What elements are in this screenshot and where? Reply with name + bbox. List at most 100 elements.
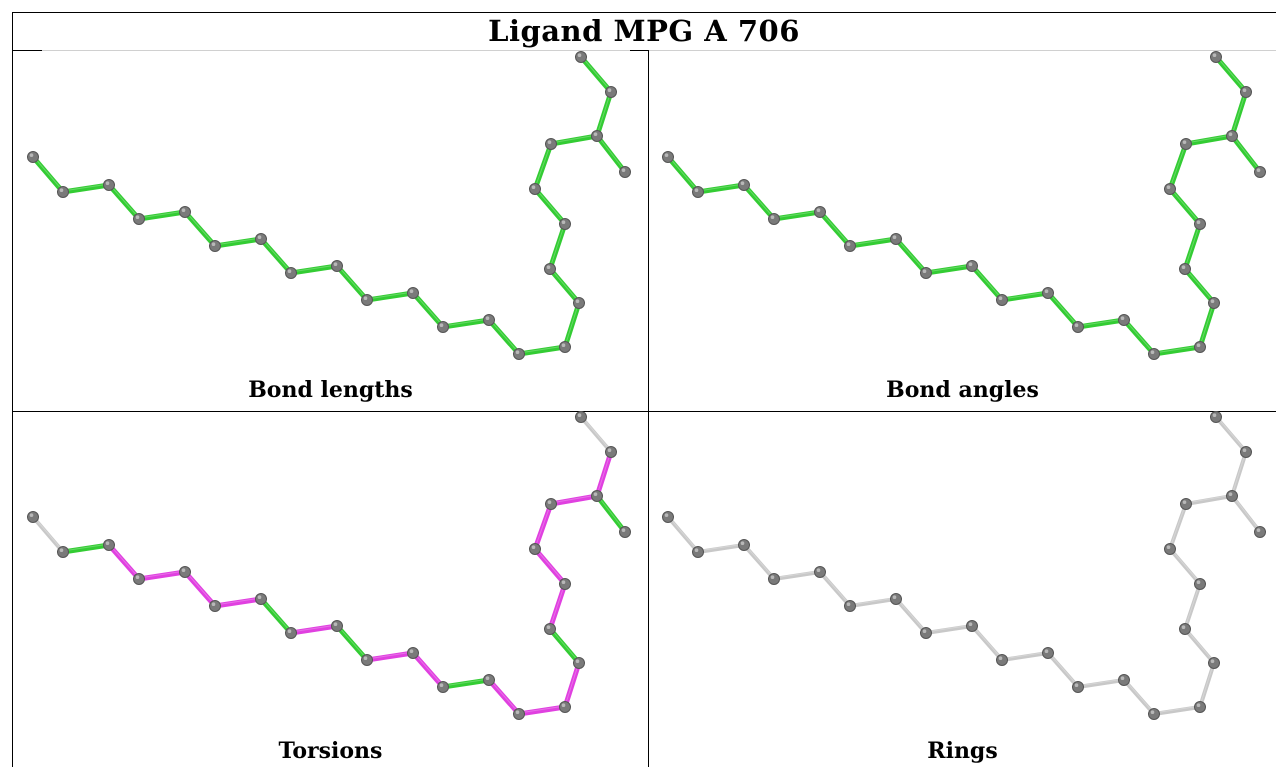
atom	[513, 348, 525, 360]
atom	[437, 321, 449, 333]
atom-highlight	[439, 683, 444, 687]
atom-highlight	[846, 602, 851, 606]
bond-neutral	[1183, 582, 1202, 631]
divider-tick	[1246, 411, 1276, 412]
atom-highlight	[59, 188, 64, 192]
bond-highlight	[290, 264, 338, 273]
bond-ok	[548, 133, 600, 147]
bond-highlight	[580, 415, 612, 452]
atom-highlight	[1044, 649, 1049, 653]
bond-highlight	[1215, 55, 1247, 92]
bond-ok	[969, 263, 1005, 303]
atom-highlight	[515, 350, 520, 355]
bond-ok	[212, 236, 264, 249]
bond-neutral	[924, 624, 974, 635]
bond-ok	[1229, 133, 1263, 175]
bond-ok	[60, 182, 112, 195]
bond-highlight	[849, 237, 897, 246]
bond-neutral	[1122, 678, 1156, 716]
atom-highlight	[105, 541, 110, 545]
bond-neutral	[1183, 627, 1216, 665]
bond-highlight	[1001, 651, 1049, 660]
bond-ok	[817, 209, 853, 249]
vertical-divider	[648, 50, 649, 767]
atom-highlight	[1166, 185, 1171, 189]
atom-highlight	[1256, 528, 1261, 532]
panel-caption: Bond angles	[886, 377, 1039, 403]
atom-highlight	[561, 220, 566, 224]
bond-highlight	[62, 183, 110, 192]
bond-highlight	[667, 155, 699, 192]
atom	[437, 681, 449, 693]
bond-ok	[562, 300, 582, 350]
atom	[483, 674, 495, 686]
bond-ok	[893, 236, 929, 276]
bond-highlight	[366, 291, 414, 300]
atom	[1164, 183, 1176, 195]
atom-highlight	[105, 181, 110, 185]
atom-highlight	[1256, 168, 1261, 172]
atom	[179, 566, 191, 578]
bond-ok	[771, 209, 823, 222]
horizontal-divider-left	[12, 411, 648, 412]
bond-neutral	[1230, 450, 1248, 498]
atom	[1208, 657, 1220, 669]
bond-outlier	[516, 704, 568, 717]
bond-highlight	[32, 155, 64, 192]
bond-neutral	[1046, 651, 1080, 689]
atom	[483, 314, 495, 326]
atom-highlight	[1120, 316, 1125, 321]
bond-highlight	[971, 264, 1003, 300]
atom	[407, 287, 419, 299]
panel-torsions: Torsions	[13, 411, 648, 767]
atom-highlight	[333, 622, 338, 626]
atom-highlight	[1196, 220, 1201, 224]
atom-highlight	[1044, 289, 1049, 293]
atom-highlight	[1210, 659, 1215, 663]
bond-highlight	[1185, 494, 1233, 504]
atom-highlight	[892, 595, 897, 599]
bond-ok	[1151, 344, 1203, 357]
bond-neutral	[1168, 502, 1188, 551]
atom	[255, 593, 267, 605]
molecule-diagram	[662, 51, 1266, 360]
bond-highlight	[62, 543, 110, 552]
atom-highlight	[1181, 265, 1186, 269]
bond-outlier	[548, 493, 600, 507]
atom	[27, 511, 39, 523]
atom-highlight	[409, 289, 414, 293]
atom	[966, 260, 978, 272]
bond-outlier	[547, 581, 568, 632]
bond-ok	[532, 186, 568, 227]
bond-highlight	[1169, 547, 1201, 584]
bond-highlight	[534, 547, 566, 584]
atom-highlight	[740, 541, 745, 545]
atom	[1148, 708, 1160, 720]
atom-highlight	[621, 528, 626, 532]
atom	[890, 233, 902, 245]
bond-highlight	[1153, 705, 1201, 714]
atom-highlight	[922, 269, 927, 273]
figure-frame	[12, 12, 1276, 767]
atom	[692, 546, 704, 558]
bond-highlight	[1199, 661, 1215, 707]
bond-highlight	[1153, 345, 1201, 354]
bond-highlight	[184, 570, 216, 606]
bond-neutral	[818, 570, 852, 608]
bond-highlight	[819, 570, 851, 606]
atom	[738, 539, 750, 551]
atom-highlight	[1150, 710, 1155, 714]
bond-neutral	[1076, 678, 1126, 689]
bond-highlight	[1169, 187, 1201, 224]
bond-neutral	[970, 624, 1004, 662]
bond-highlight	[697, 543, 745, 552]
bond-ok	[1121, 317, 1157, 357]
bond-highlight	[549, 627, 580, 663]
bond-highlight	[1184, 582, 1201, 629]
molecule-diagram	[27, 411, 631, 720]
bond-ok	[1229, 89, 1249, 139]
atom-highlight	[621, 168, 626, 172]
bond-highlight	[138, 210, 186, 219]
atom	[1148, 348, 1160, 360]
bond-highlight	[697, 183, 745, 192]
